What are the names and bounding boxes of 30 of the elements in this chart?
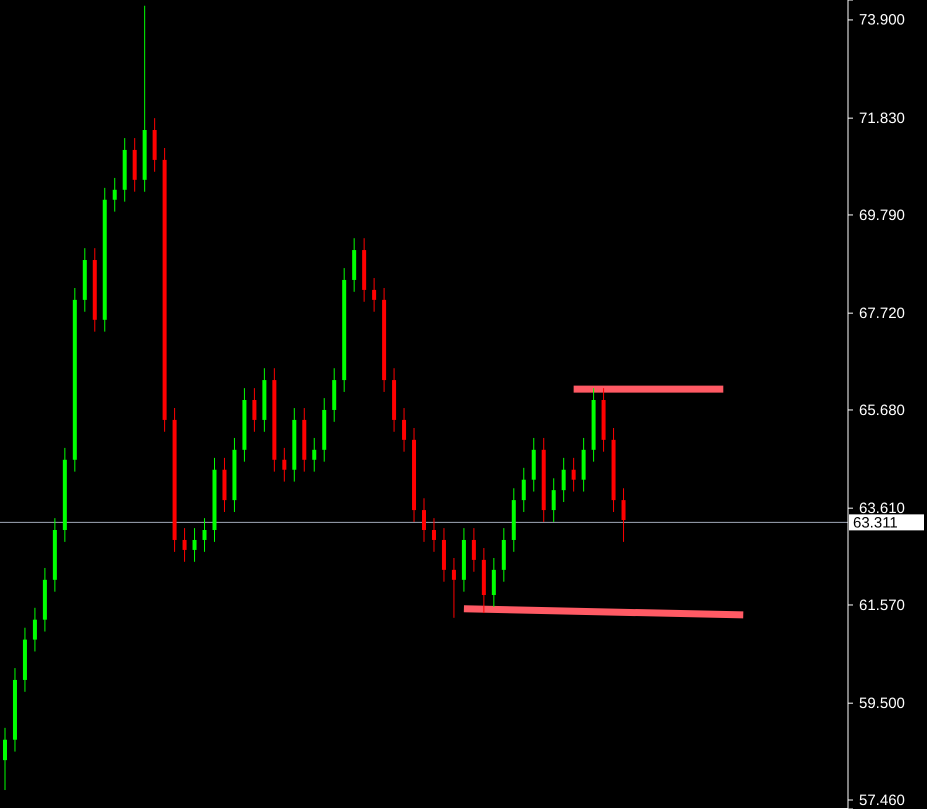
candlestick <box>422 498 426 542</box>
candlestick <box>402 408 406 452</box>
candlestick <box>2 727 7 791</box>
candlestick <box>282 447 286 482</box>
candlestick <box>472 528 476 572</box>
candlestick <box>452 557 456 618</box>
y-tick-label: 69.790 <box>859 206 905 224</box>
y-tick-label: 73.900 <box>859 12 905 29</box>
candlestick <box>372 278 376 312</box>
candlestick <box>312 437 316 472</box>
candlestick <box>562 457 566 503</box>
candlestick <box>432 518 436 552</box>
y-tick-label: 63.610 <box>859 500 905 517</box>
y-tick-label: 61.570 <box>859 596 905 614</box>
candlestick <box>572 457 576 492</box>
candlestick <box>252 388 256 432</box>
y-tick-label: 67.720 <box>859 304 905 322</box>
y-tick-label: 57.460 <box>859 792 905 809</box>
candlestick <box>182 528 187 562</box>
candlestick <box>192 528 197 562</box>
candlestick <box>522 467 526 512</box>
y-tick-label: 59.500 <box>859 694 905 712</box>
ref-line-label: 63.311 <box>853 514 898 532</box>
candlestick <box>622 488 626 542</box>
y-tick-label: 71.830 <box>859 110 905 127</box>
candlestick <box>552 478 556 522</box>
candlestick <box>112 177 117 212</box>
candlestick <box>202 518 207 552</box>
candlestick <box>32 607 37 652</box>
y-tick-label: 65.680 <box>859 402 905 419</box>
